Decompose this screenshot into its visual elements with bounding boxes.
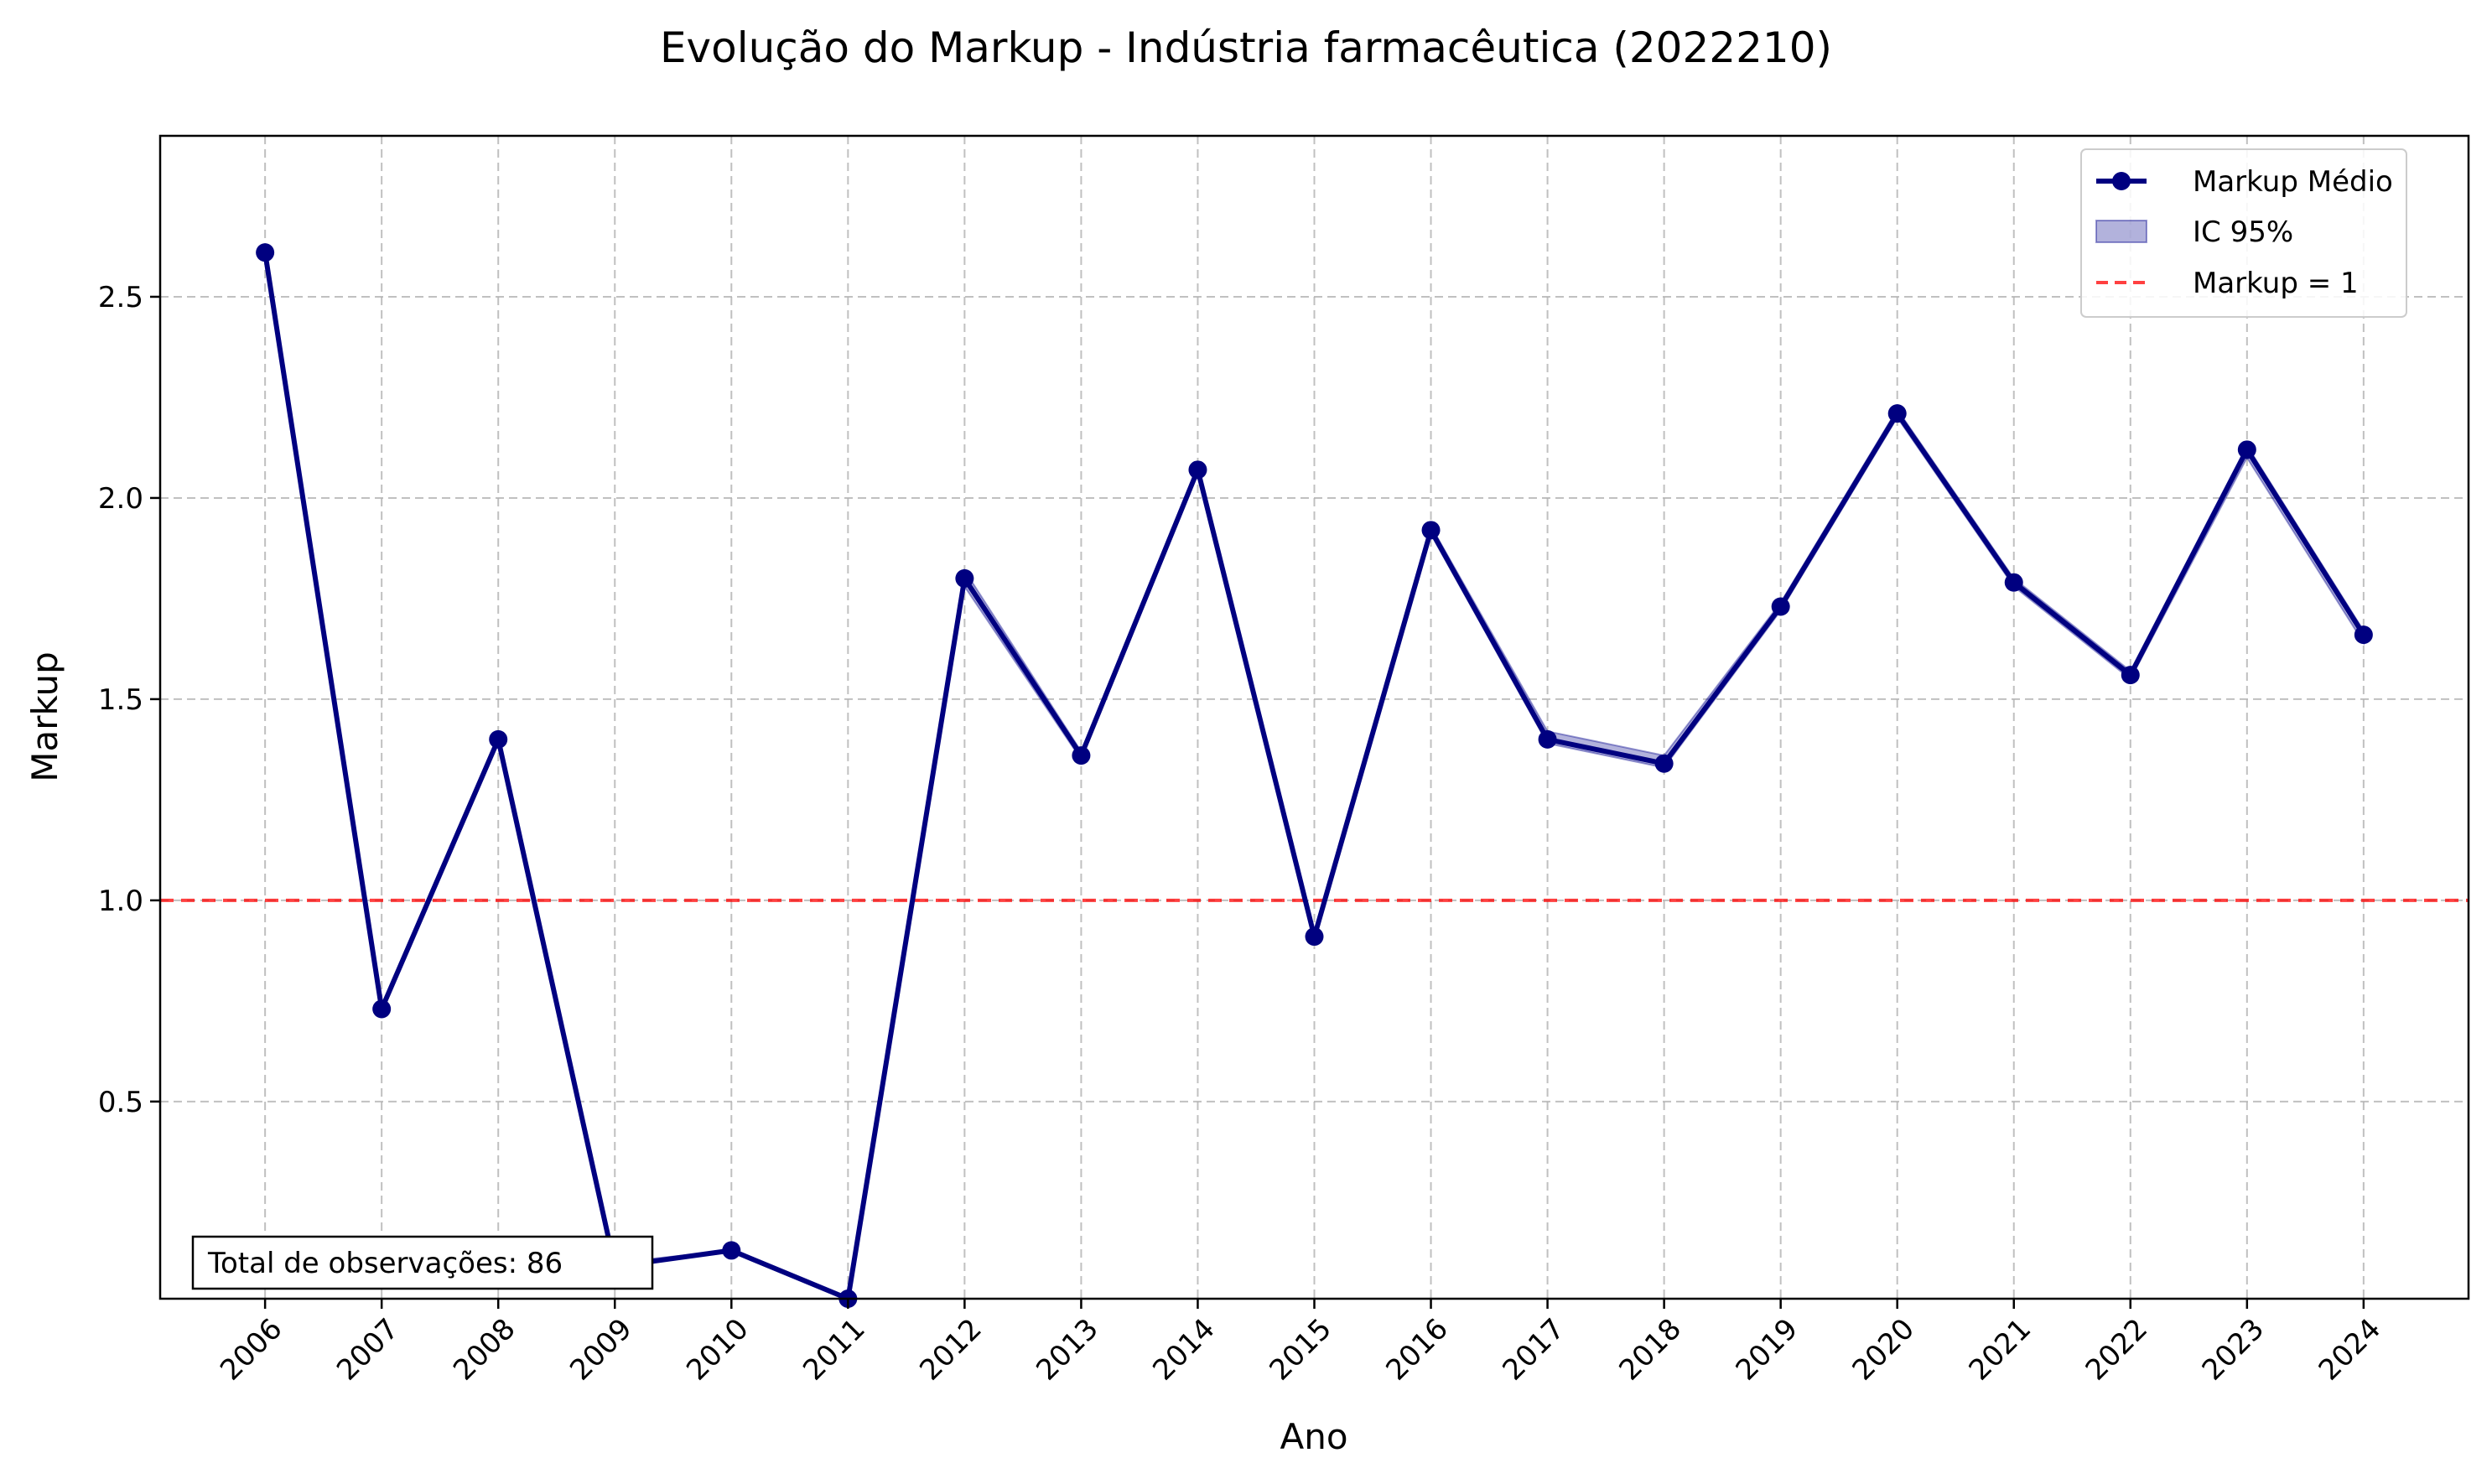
legend-label-markup-medio: Markup Médio — [2193, 165, 2393, 199]
grid — [160, 136, 2469, 1299]
x-tick-label: 2009 — [563, 1312, 638, 1387]
data-point — [2354, 625, 2373, 645]
x-tick-label: 2022 — [2079, 1312, 2154, 1387]
y-tick-label: 0.5 — [98, 1086, 143, 1119]
legend-label-ic95: IC 95% — [2193, 215, 2293, 249]
data-point — [955, 568, 974, 588]
x-tick-label: 2013 — [1030, 1312, 1104, 1387]
x-tick-label: 2006 — [214, 1312, 288, 1387]
y-tick-label: 1.0 — [98, 885, 143, 918]
x-tick-label: 2007 — [330, 1312, 405, 1387]
data-point — [2237, 440, 2256, 459]
legend-band-swatch — [2095, 220, 2147, 243]
legend-label-reference: Markup = 1 — [2193, 267, 2359, 300]
legend-marker-swatch — [2112, 172, 2131, 190]
x-tick-label: 2019 — [1730, 1312, 1804, 1387]
x-tick-label: 2023 — [2196, 1312, 2271, 1387]
x-tick-label: 2015 — [1263, 1312, 1337, 1387]
data-point — [1188, 460, 1207, 480]
x-tick-label: 2017 — [1496, 1312, 1570, 1387]
x-tick-label: 2024 — [2313, 1312, 2387, 1387]
data-point — [1538, 729, 1557, 749]
data-point — [256, 243, 275, 262]
data-point — [1305, 927, 1324, 947]
x-tick-label: 2020 — [1846, 1312, 1921, 1387]
x-axis-ticks: 2006 2007 2008 2009 2010 2011 2012 2013 2014 2015… — [214, 1299, 2387, 1388]
data-point — [1072, 746, 1091, 765]
data-point — [1887, 404, 1907, 423]
x-tick-label: 2014 — [1146, 1312, 1221, 1387]
data-point — [722, 1241, 741, 1260]
data-point — [2004, 573, 2023, 592]
observations-annotation: Total de observações: 86 — [191, 1235, 654, 1290]
chart-title: Evolução do Markup - Indústria farmacêut… — [660, 23, 1832, 72]
y-tick-label: 2.5 — [98, 281, 143, 314]
x-tick-label: 2021 — [1963, 1312, 2038, 1387]
x-tick-label: 2012 — [913, 1312, 988, 1387]
data-point — [372, 999, 392, 1019]
legend-frame — [2080, 148, 2407, 318]
x-tick-label: 2011 — [797, 1312, 871, 1387]
x-tick-label: 2016 — [1379, 1312, 1454, 1387]
legend: Markup Médio IC 95% Markup = 1 — [2080, 148, 2407, 318]
x-axis-label: Ano — [1280, 1416, 1347, 1457]
x-tick-label: 2010 — [680, 1312, 755, 1387]
y-tick-label: 1.5 — [98, 683, 143, 717]
data-point — [489, 729, 508, 749]
data-point — [1771, 597, 1790, 616]
y-axis-ticks: 0.5 1.0 1.5 2.0 2.5 — [98, 281, 160, 1119]
x-tick-label: 2018 — [1613, 1312, 1688, 1387]
data-point — [2121, 666, 2140, 685]
annotation-box — [191, 1235, 654, 1290]
y-tick-label: 2.0 — [98, 482, 143, 516]
x-tick-label: 2008 — [447, 1312, 522, 1387]
y-axis-label: Markup — [24, 651, 65, 782]
data-point — [1654, 754, 1674, 773]
data-point — [1421, 521, 1441, 540]
annotation-text: Total de observações: 86 — [207, 1247, 563, 1280]
